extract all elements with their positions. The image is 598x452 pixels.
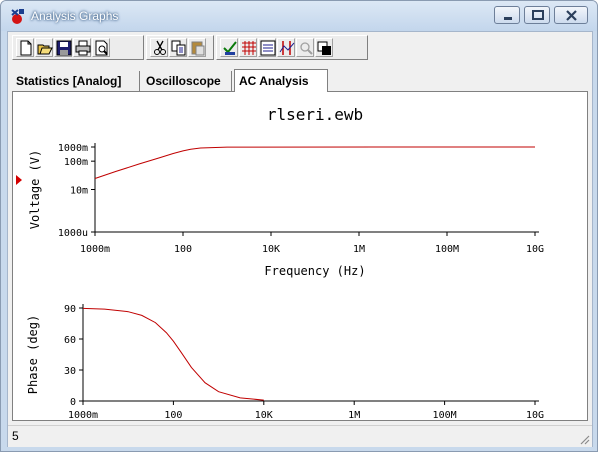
print-preview-button[interactable] <box>92 38 110 57</box>
maximize-icon <box>532 10 544 20</box>
series-line <box>94 146 536 179</box>
x-tick-label: 100 <box>174 244 192 255</box>
close-button[interactable] <box>554 6 588 24</box>
copy-button[interactable] <box>169 38 187 57</box>
minimize-button[interactable] <box>494 6 520 24</box>
y-axis-label: Phase (deg) <box>26 315 40 394</box>
x-tick-label: 100M <box>433 410 457 420</box>
tab-oscilloscope[interactable]: Oscilloscope <box>142 71 232 91</box>
new-icon <box>20 40 32 56</box>
x-tick-label: 1000m <box>68 410 98 420</box>
zoom-icon <box>300 42 313 55</box>
x-axis-label: Frequency (Hz) <box>264 264 365 278</box>
title-bar[interactable]: Analysis Graphs <box>1 1 597 31</box>
print-preview-icon <box>95 40 108 56</box>
y-axis-label: Voltage (V) <box>28 150 42 229</box>
graph-selection-marker[interactable] <box>16 175 22 185</box>
y-tick-label: 1000u <box>58 228 88 239</box>
save-button[interactable] <box>54 38 72 57</box>
open-button[interactable] <box>35 38 53 57</box>
new-button[interactable] <box>16 38 34 57</box>
properties-icon <box>223 41 237 55</box>
open-icon <box>37 44 53 55</box>
tab-statistics-analog[interactable]: Statistics [Analog] <box>12 71 140 91</box>
cut-icon <box>154 40 166 55</box>
phase-chart: 1000m10010K1M100M10G0306090Frequency (Hz… <box>26 304 544 445</box>
maximize-button[interactable] <box>524 6 550 24</box>
cut-button[interactable] <box>150 38 168 57</box>
series-line <box>82 307 264 401</box>
grid-toggle-button[interactable] <box>239 38 257 57</box>
legend-toggle-icon <box>260 40 276 56</box>
paste-button[interactable] <box>188 38 206 57</box>
restore-graph-button[interactable] <box>315 38 333 57</box>
ac-analysis-graphs: rlseri.ewb 1000m 100 10K 1M 100M 10G 1000u 10m 10… <box>16 105 544 445</box>
y-tick-label: 90 <box>64 304 76 315</box>
app-icon <box>11 9 24 24</box>
resize-grip-icon[interactable] <box>578 433 590 445</box>
x-tick-label: 10K <box>255 410 273 420</box>
graph-title: rlseri.ewb <box>267 105 363 124</box>
x-tick-label: 10K <box>262 244 280 255</box>
y-tick-label: 30 <box>64 366 76 377</box>
ac-analysis-panel: rlseri.ewb 1000m 100 10K 1M 100M 10G 1000u 10m 10… <box>12 91 588 445</box>
paste-icon <box>191 41 205 56</box>
y-tick-label: 1000m <box>58 143 88 154</box>
restore-graph-icon <box>317 41 331 55</box>
window-client-area: Statistics [Analog] Oscilloscope AC Anal… <box>7 31 593 447</box>
y-tick-label: 10m <box>70 186 88 197</box>
zoom-button[interactable] <box>296 38 314 57</box>
close-icon <box>566 10 577 21</box>
window-title: Analysis Graphs <box>31 9 119 23</box>
properties-button[interactable] <box>220 38 238 57</box>
print-icon <box>75 40 91 56</box>
toolbar-group-graph <box>216 35 368 60</box>
toolbar <box>12 35 368 61</box>
minimize-icon <box>504 17 512 20</box>
cursors-button[interactable] <box>277 38 295 57</box>
x-tick-label: 1M <box>348 410 360 420</box>
print-button[interactable] <box>73 38 91 57</box>
x-tick-label: 1M <box>353 244 365 255</box>
x-tick-label: 100 <box>164 410 182 420</box>
status-bar: 5 <box>8 425 592 447</box>
toolbar-group-file <box>12 35 144 60</box>
copy-icon <box>171 40 186 56</box>
x-tick-label: 10G <box>526 410 544 420</box>
x-tick-label: 100M <box>435 244 459 255</box>
toolbar-group-edit <box>146 35 214 60</box>
y-tick-label: 60 <box>64 335 76 346</box>
x-tick-label: 1000m <box>80 244 110 255</box>
cursors-icon <box>279 41 295 55</box>
y-tick-label: 0 <box>70 397 76 408</box>
grid-toggle-icon <box>242 41 256 55</box>
voltage-chart: rlseri.ewb 1000m 100 10K 1M 100M 10G 1000u 10m 10… <box>28 105 544 278</box>
save-icon <box>56 40 72 56</box>
y-tick-label: 100m <box>64 157 88 168</box>
x-tick-label: 10G <box>526 244 544 255</box>
legend-toggle-button[interactable] <box>258 38 276 57</box>
tab-ac-analysis[interactable]: AC Analysis <box>234 69 328 92</box>
status-text: 5 <box>12 429 19 443</box>
